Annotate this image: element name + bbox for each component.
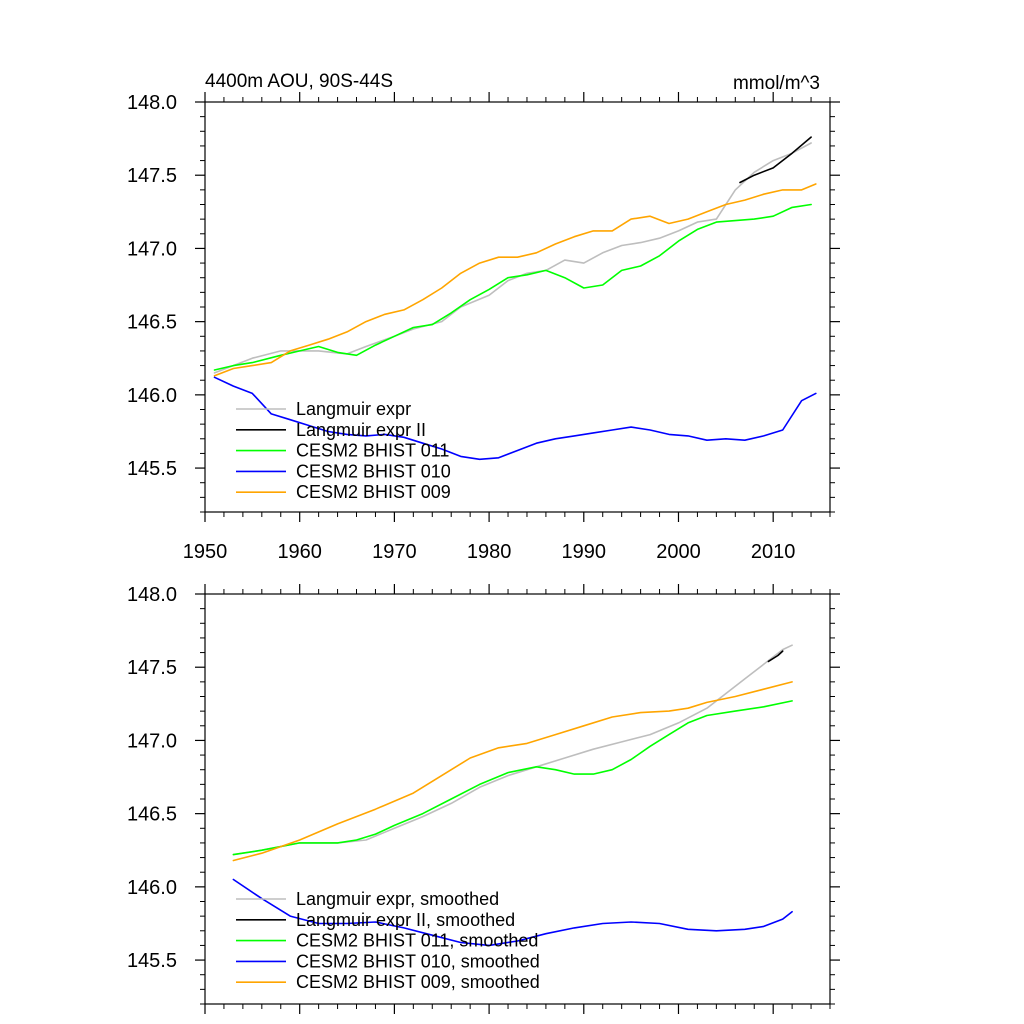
legend-label: Langmuir expr II, smoothed	[296, 910, 515, 930]
series-line-cesm2-bhist-011-smoothed	[232, 700, 793, 856]
y-tick-label: 148.0	[127, 92, 177, 114]
y-tick-label: 146.0	[127, 385, 177, 407]
series-line-cesm2-bhist-009	[213, 183, 817, 377]
y-tick-label: 146.5	[127, 312, 177, 334]
y-tick-label: 145.5	[127, 950, 177, 972]
y-tick-label: 146.0	[127, 877, 177, 899]
y-tick-label: 147.5	[127, 165, 177, 187]
legend-label: Langmuir expr II	[296, 420, 426, 440]
x-tick-label: 1990	[562, 541, 607, 563]
series-line-cesm2-bhist-010	[213, 376, 817, 461]
legend-label: CESM2 BHIST 011, smoothed	[296, 931, 538, 951]
y-tick-label: 147.5	[127, 657, 177, 679]
chart-panel-2: 148.0 147.5 147.0 146.5 146.0 145.5 Langmuir e…	[127, 584, 840, 1014]
legend-label: CESM2 BHIST 009	[296, 482, 451, 502]
y-tick-label: 148.0	[127, 584, 177, 606]
y-tick-label: 147.0	[127, 238, 177, 260]
y-tick-label: 146.5	[127, 804, 177, 826]
series-line-langmuir-expr-ii-smoothed	[767, 650, 784, 663]
y-tick-label: 147.0	[127, 730, 177, 752]
legend-label: CESM2 BHIST 011	[296, 441, 449, 461]
legend-label: Langmuir expr	[296, 399, 411, 419]
series-line-cesm2-bhist-010-smoothed	[232, 878, 793, 947]
legend-label: Langmuir expr, smoothed	[296, 889, 499, 909]
chart-title: 4400m AOU, 90S-44S	[205, 71, 393, 92]
x-tick-label: 2000	[656, 541, 701, 563]
x-tick-label: 1950	[183, 541, 228, 563]
series-line-langmuir-expr-ii	[739, 136, 812, 184]
legend-label: CESM2 BHIST 010, smoothed	[296, 951, 540, 971]
units-label: mmol/m^3	[733, 73, 820, 94]
x-tick-label: 1960	[277, 541, 322, 563]
x-tick-label: 2010	[751, 541, 796, 563]
chart-panel-1: 1950 1960 1970 1980 1990 2000 2010 148.0 147.5 14…	[127, 71, 840, 563]
series-line-cesm2-bhist-009-smoothed	[232, 681, 793, 862]
series-line-cesm2-bhist-011	[213, 203, 812, 371]
y-tick-label: 145.5	[127, 458, 177, 480]
legend-label: CESM2 BHIST 010	[296, 461, 451, 481]
x-tick-label: 1970	[372, 541, 417, 563]
series-line-langmuir-expr-smoothed	[232, 644, 793, 856]
legend-label: CESM2 BHIST 009, smoothed	[296, 972, 540, 992]
x-tick-label: 1980	[467, 541, 512, 563]
